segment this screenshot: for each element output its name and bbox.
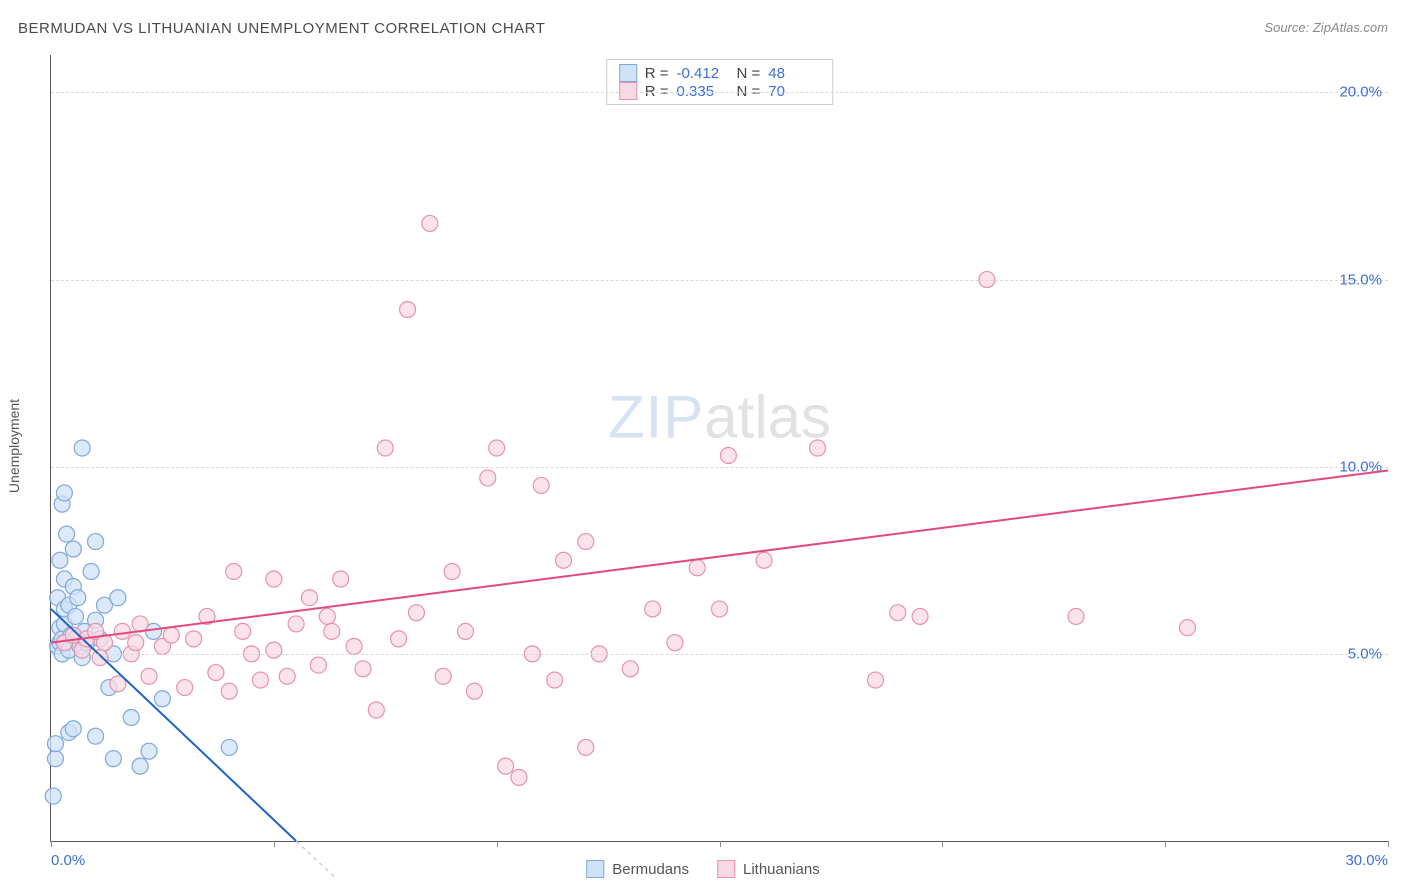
- chart-header: BERMUDAN VS LITHUANIAN UNEMPLOYMENT CORR…: [18, 20, 1388, 37]
- xtick-label: 30.0%: [1345, 852, 1388, 869]
- ytick-label: 10.0%: [1339, 458, 1382, 475]
- legend-item-lithuanians: Lithuanians: [717, 860, 820, 878]
- chart-source: Source: ZipAtlas.com: [1264, 20, 1388, 35]
- chart-title: BERMUDAN VS LITHUANIAN UNEMPLOYMENT CORR…: [18, 20, 545, 37]
- xtick-label: 0.0%: [51, 852, 85, 869]
- legend-swatch-bermudans: [586, 860, 604, 878]
- legend-item-bermudans: Bermudans: [586, 860, 689, 878]
- ytick-label: 20.0%: [1339, 84, 1382, 101]
- legend-swatch-lithuanians: [717, 860, 735, 878]
- bottom-legend: Bermudans Lithuanians: [586, 860, 819, 878]
- chart-plot-area: ZIPatlas R = -0.412 N = 48 R = 0.335 N =…: [50, 55, 1388, 842]
- scatter-svg: [51, 55, 1388, 841]
- ytick-label: 5.0%: [1348, 645, 1382, 662]
- ytick-label: 15.0%: [1339, 271, 1382, 288]
- y-axis-label: Unemployment: [6, 399, 22, 493]
